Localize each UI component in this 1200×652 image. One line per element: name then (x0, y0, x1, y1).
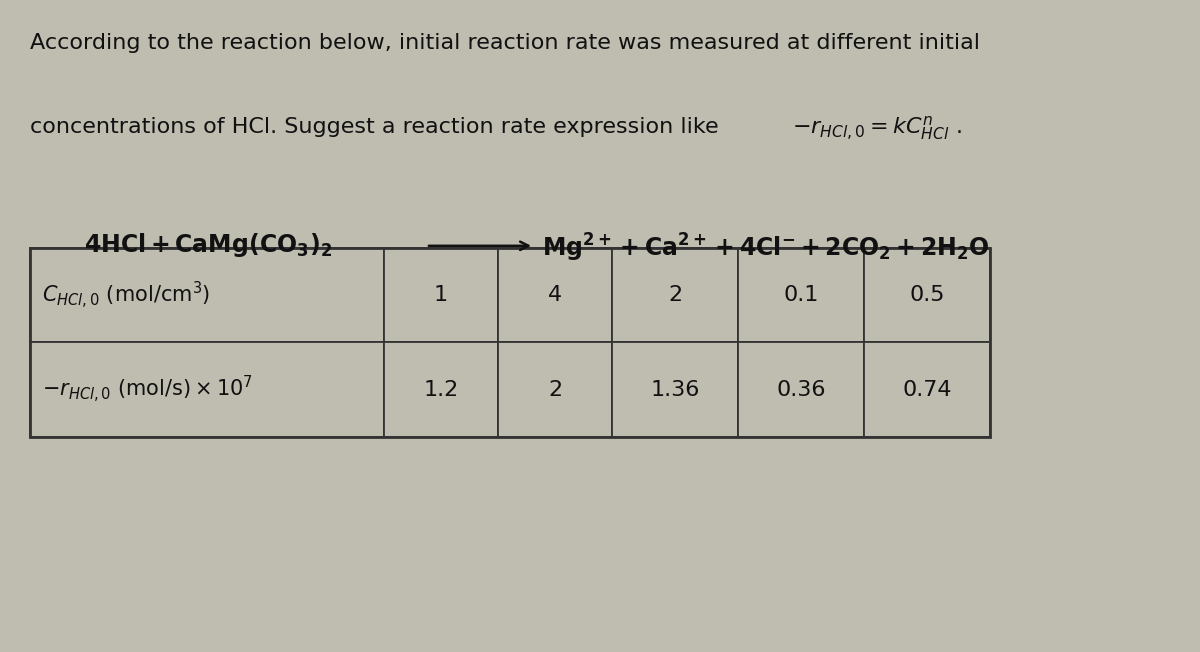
Text: concentrations of HCl. Suggest a reaction rate expression like: concentrations of HCl. Suggest a reactio… (30, 117, 719, 138)
Text: 2: 2 (668, 285, 682, 305)
FancyBboxPatch shape (864, 342, 990, 437)
FancyBboxPatch shape (498, 342, 612, 437)
FancyBboxPatch shape (738, 248, 864, 342)
Text: $\mathbf{Mg^{2+} + Ca^{2+} + 4Cl^{-} + 2CO_2 + 2H_2O}$: $\mathbf{Mg^{2+} + Ca^{2+} + 4Cl^{-} + 2… (542, 231, 990, 263)
Text: 0.36: 0.36 (776, 379, 826, 400)
Text: 2: 2 (548, 379, 562, 400)
Text: 1.36: 1.36 (650, 379, 700, 400)
FancyBboxPatch shape (738, 342, 864, 437)
Text: 4: 4 (548, 285, 562, 305)
Text: According to the reaction below, initial reaction rate was measured at different: According to the reaction below, initial… (30, 33, 980, 53)
Text: 0.5: 0.5 (910, 285, 944, 305)
FancyBboxPatch shape (30, 342, 384, 437)
Text: $- r_{HCl,0} = kC^{n}_{HCl}\ .$: $- r_{HCl,0} = kC^{n}_{HCl}\ .$ (792, 114, 962, 142)
FancyBboxPatch shape (30, 248, 384, 342)
Text: 1.2: 1.2 (424, 379, 458, 400)
FancyBboxPatch shape (864, 248, 990, 342)
Text: $C_{HCl,0}\ \mathrm{(mol/cm^3)}$: $C_{HCl,0}\ \mathrm{(mol/cm^3)}$ (42, 279, 210, 311)
Text: 1: 1 (434, 285, 448, 305)
Text: $-r_{HCl,0}\ \mathrm{(mol/s)} \times 10^7$: $-r_{HCl,0}\ \mathrm{(mol/s)} \times 10^… (42, 374, 253, 406)
Text: 0.1: 0.1 (784, 285, 818, 305)
FancyBboxPatch shape (384, 342, 498, 437)
FancyBboxPatch shape (498, 248, 612, 342)
FancyBboxPatch shape (384, 248, 498, 342)
FancyBboxPatch shape (612, 342, 738, 437)
Text: 0.74: 0.74 (902, 379, 952, 400)
FancyBboxPatch shape (612, 248, 738, 342)
Text: $\mathbf{4HCl + CaMg(CO_3)_2}$: $\mathbf{4HCl + CaMg(CO_3)_2}$ (84, 231, 332, 259)
